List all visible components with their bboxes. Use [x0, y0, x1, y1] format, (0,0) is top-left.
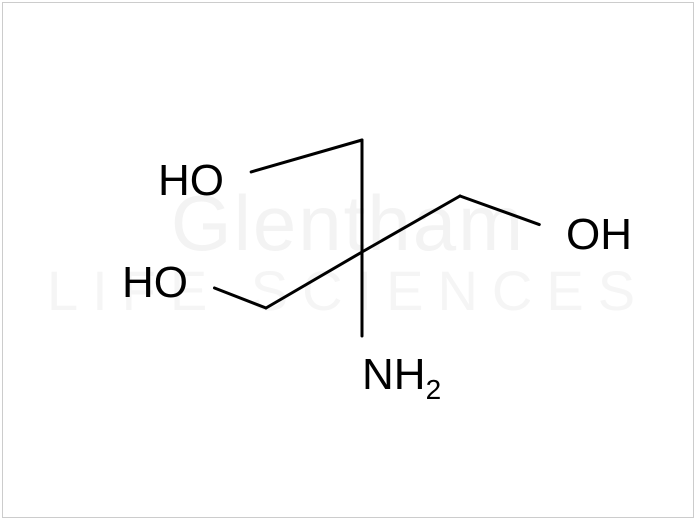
label-oh-downleft: HO — [122, 258, 188, 308]
label-oh-upleft: HO — [158, 156, 224, 206]
label-nh2: NH2 — [362, 350, 441, 406]
diagram-canvas: Glentham LIFE SCIENCES HO HO OH NH2 — [0, 0, 696, 520]
structure-svg — [0, 0, 696, 520]
label-oh-right: OH — [566, 210, 632, 260]
